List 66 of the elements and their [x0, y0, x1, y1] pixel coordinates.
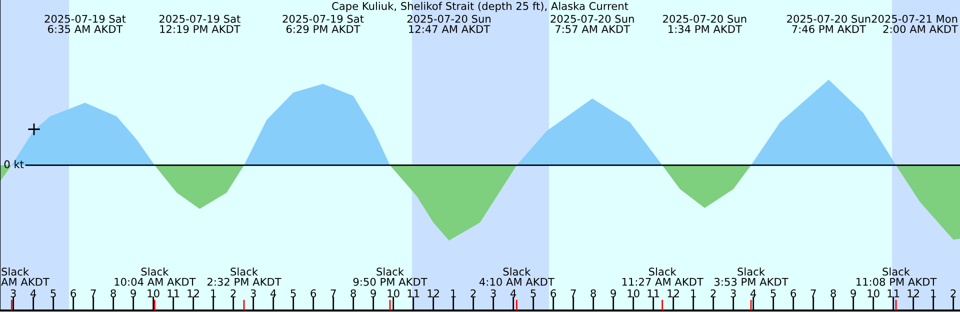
- x-tick-label: 10: [148, 289, 160, 298]
- x-tick-label: 9: [130, 289, 136, 298]
- text: 2025-07-20 Sun 12:47 AM AKDT: [407, 14, 490, 33]
- x-tick-label: 2: [470, 289, 476, 298]
- x-tick-label: 12: [428, 289, 439, 298]
- text: 2025-07-20 Sun 7:57 AM AKDT: [550, 14, 634, 34]
- x-tick-label: 11: [408, 290, 420, 298]
- x-tick-label: 4: [270, 290, 276, 298]
- chart-title: Cape Kuliuk, Shelikof Strait (depth 25 ft), Alaska Current: [332, 2, 628, 12]
- x-tick-label: 5: [290, 290, 296, 298]
- x-tick-label: 7: [570, 290, 576, 298]
- x-tick-label: 10: [628, 289, 640, 298]
- x-tick-label: 2: [710, 289, 716, 298]
- x-tick-label: 6: [550, 289, 556, 298]
- x-tick-label: 7: [90, 290, 96, 298]
- x-tick-label: 7: [330, 290, 336, 298]
- x-tick-label: 6: [70, 289, 76, 298]
- x-tick-label: 8: [110, 289, 116, 298]
- x-tick-label: 8: [590, 289, 596, 298]
- text: 2025-07-19 Sat 6:35 AM AKDT: [44, 14, 126, 34]
- text: 2025-07-19 Sat 12:19 PM AKDT: [159, 14, 240, 34]
- text: 2025-07-19 Sat 6:29 PM AKDT: [282, 14, 364, 34]
- x-tick-label: 6: [310, 289, 316, 298]
- text: Slack 3:53 PM AKDT: [714, 267, 788, 286]
- x-tick-label: 8: [830, 289, 836, 298]
- text: Slack 4:10 AM AKDT: [479, 267, 554, 286]
- x-tick-label: 4: [30, 290, 36, 298]
- x-tick-label: 4: [750, 290, 756, 298]
- x-tick-label: 3: [10, 289, 16, 298]
- x-tick-label: 11: [888, 290, 900, 298]
- text: Slack 10:04 AM AKDT: [114, 267, 196, 286]
- x-tick-label: 6: [790, 289, 796, 298]
- x-tick-label: 3: [490, 289, 496, 298]
- x-tick-label: 5: [50, 290, 56, 298]
- ref-line-label: 0 kt: [4, 160, 24, 168]
- x-tick-label: 5: [770, 290, 776, 298]
- text: Slack 2:32 PM AKDT: [207, 267, 282, 286]
- x-tick-label: 3: [730, 289, 736, 298]
- text: Slack AM AKDT: [1, 267, 50, 286]
- x-tick-label: 10: [868, 289, 880, 298]
- x-tick-label: 11: [648, 290, 660, 298]
- x-tick-label: 1: [931, 290, 936, 298]
- x-tick-label: 9: [370, 289, 376, 298]
- x-tick-label: 5: [530, 290, 536, 298]
- x-tick-label: 12: [668, 289, 679, 298]
- x-tick-label: 2: [230, 289, 236, 298]
- x-tick-label: 7: [810, 290, 816, 298]
- x-tick-label: 1: [451, 290, 456, 298]
- x-tick-label: 10: [388, 289, 400, 298]
- x-tick-label: 12: [188, 289, 199, 298]
- text: Slack 11:08 PM AKDT: [856, 267, 937, 286]
- x-tick-label: 4: [510, 290, 516, 298]
- text: 2025-07-20 Sun 1:34 PM AKDT: [663, 14, 746, 34]
- x-tick-label: 1: [691, 290, 696, 298]
- x-tick-label: 11: [168, 290, 180, 298]
- x-tick-label: 1: [211, 290, 216, 298]
- x-tick-label: 3: [250, 289, 256, 298]
- text: Slack 9:50 PM AKDT: [353, 267, 428, 286]
- x-tick-label: 8: [350, 289, 356, 298]
- x-tick-label: 9: [850, 289, 856, 298]
- x-tick-label: 12: [908, 289, 919, 298]
- x-tick-label: 9: [610, 289, 616, 298]
- text: 2025-07-20 Sun 7:46 PM AKDT: [787, 14, 870, 34]
- x-tick-label: 2: [950, 289, 956, 298]
- text: 2025-07-21 Mon 2:00 AM AKDT: [872, 14, 958, 34]
- text: Slack 11:27 AM AKDT: [622, 267, 704, 286]
